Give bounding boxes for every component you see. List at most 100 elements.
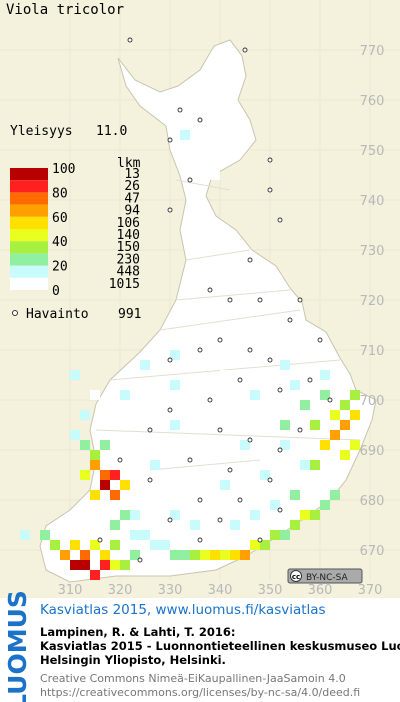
- cell: [310, 460, 320, 470]
- cell: [110, 520, 120, 530]
- cell: [170, 480, 180, 490]
- y-tick-label: 680: [360, 494, 385, 509]
- cell: [170, 420, 180, 430]
- observation: [137, 557, 143, 563]
- cell: [300, 400, 310, 410]
- cell: [140, 530, 150, 540]
- legend-count: 140: [117, 228, 140, 243]
- cell: [190, 520, 200, 530]
- legend-count: 1015: [109, 277, 140, 292]
- observation: [167, 137, 173, 143]
- observation: [267, 157, 273, 163]
- cell: [120, 480, 130, 490]
- observation: [307, 377, 313, 383]
- citation-line: Lampinen, R. & Lahti, T. 2016:: [40, 625, 235, 639]
- observation: [197, 117, 203, 123]
- cell: [340, 420, 350, 430]
- cell: [190, 440, 200, 450]
- cell: [250, 510, 260, 520]
- cell: [230, 520, 240, 530]
- observation: [247, 437, 253, 443]
- legend-header: lkm: [117, 156, 141, 171]
- cells: [20, 130, 360, 580]
- cell: [150, 540, 160, 550]
- cell: [330, 410, 340, 420]
- observation: [277, 447, 283, 453]
- observation: [267, 477, 273, 483]
- brand: LUOMUS: [3, 590, 32, 702]
- cell: [240, 440, 250, 450]
- observation-symbol: [12, 310, 18, 316]
- cell: [80, 440, 90, 450]
- cell: [330, 490, 340, 500]
- x-tick-label: 330: [158, 583, 183, 598]
- citation-line: Helsingin Yliopisto, Helsinki.: [40, 653, 226, 667]
- observation: [227, 297, 233, 303]
- cell: [110, 470, 120, 480]
- cell: [130, 550, 140, 560]
- cell: [100, 440, 110, 450]
- observation: [207, 287, 213, 293]
- legend-band: [10, 229, 48, 242]
- observation: [242, 47, 248, 53]
- legend-band: [10, 241, 48, 254]
- x-tick-label: 340: [208, 583, 233, 598]
- cell: [310, 420, 320, 430]
- license-url[interactable]: https://creativecommons.org/licenses/by-…: [40, 686, 360, 699]
- legend-band: [10, 168, 48, 181]
- cell: [280, 420, 290, 430]
- cell: [170, 510, 180, 520]
- x-tick-label: 350: [258, 583, 283, 598]
- finland-outline: [39, 39, 377, 583]
- cell: [320, 440, 330, 450]
- legend-label: 20: [52, 260, 68, 275]
- observation: [297, 427, 303, 433]
- cell: [270, 530, 280, 540]
- cell: [130, 510, 140, 520]
- cell: [320, 370, 330, 380]
- cell: [180, 550, 190, 560]
- frequency-value: 11.0: [96, 124, 127, 139]
- observation: [277, 217, 283, 223]
- x-tick-label: 320: [108, 583, 133, 598]
- legend-count: 94: [124, 204, 140, 219]
- cell: [300, 460, 310, 470]
- cell: [160, 540, 170, 550]
- legend-band: [10, 265, 48, 278]
- cell: [170, 380, 180, 390]
- cell: [280, 530, 290, 540]
- overlay: 670 680 690 700 710 720 730 740 750 760 770 310 320 3…: [58, 44, 385, 598]
- license-text: Creative Commons Nimeä-EiKaupallinen-Jaa…: [40, 672, 346, 685]
- legend-label: 0: [52, 284, 60, 299]
- observation: [97, 537, 103, 543]
- observation-count: 991: [118, 307, 141, 322]
- cell: [120, 560, 130, 570]
- cell: [140, 360, 150, 370]
- cell: [110, 540, 120, 550]
- observation: [267, 187, 273, 193]
- cell: [340, 400, 350, 410]
- observation: [327, 397, 333, 403]
- cell: [100, 560, 110, 570]
- cell: [90, 450, 100, 460]
- observation: [237, 377, 243, 383]
- cell: [350, 440, 360, 450]
- observation: [167, 207, 173, 213]
- cell: [90, 570, 100, 580]
- cell: [110, 490, 120, 500]
- cell: [80, 470, 90, 480]
- legend-label: 80: [52, 186, 68, 201]
- cell: [210, 170, 220, 180]
- species-title: Viola tricolor: [6, 2, 124, 18]
- observation-label: Havainto: [26, 307, 89, 322]
- observation: [147, 427, 153, 433]
- observation: [267, 357, 273, 363]
- cell: [350, 410, 360, 420]
- observation: [297, 297, 303, 303]
- cell: [150, 500, 160, 510]
- observation: [317, 337, 323, 343]
- atlas-link[interactable]: Kasviatlas 2015, www.luomus.fi/kasviatla…: [40, 602, 326, 618]
- legend-count: 47: [124, 191, 140, 206]
- cell: [150, 460, 160, 470]
